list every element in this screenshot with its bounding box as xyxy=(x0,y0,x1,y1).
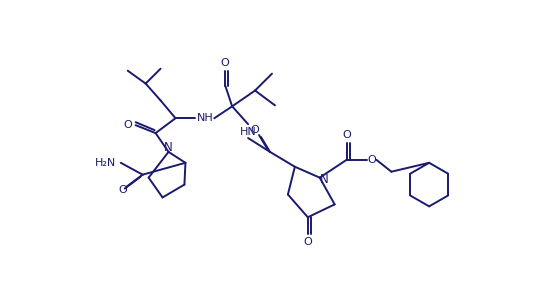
Text: O: O xyxy=(123,120,132,130)
Text: O: O xyxy=(303,237,312,247)
Text: NH: NH xyxy=(197,113,214,123)
Text: O: O xyxy=(118,185,127,195)
Text: O: O xyxy=(367,155,376,165)
Text: HN: HN xyxy=(240,127,257,137)
Text: O: O xyxy=(221,58,229,68)
Text: N: N xyxy=(321,173,329,186)
Text: O: O xyxy=(251,125,259,135)
Text: N: N xyxy=(164,141,173,154)
Text: H₂N: H₂N xyxy=(95,158,116,168)
Text: O: O xyxy=(342,130,351,140)
